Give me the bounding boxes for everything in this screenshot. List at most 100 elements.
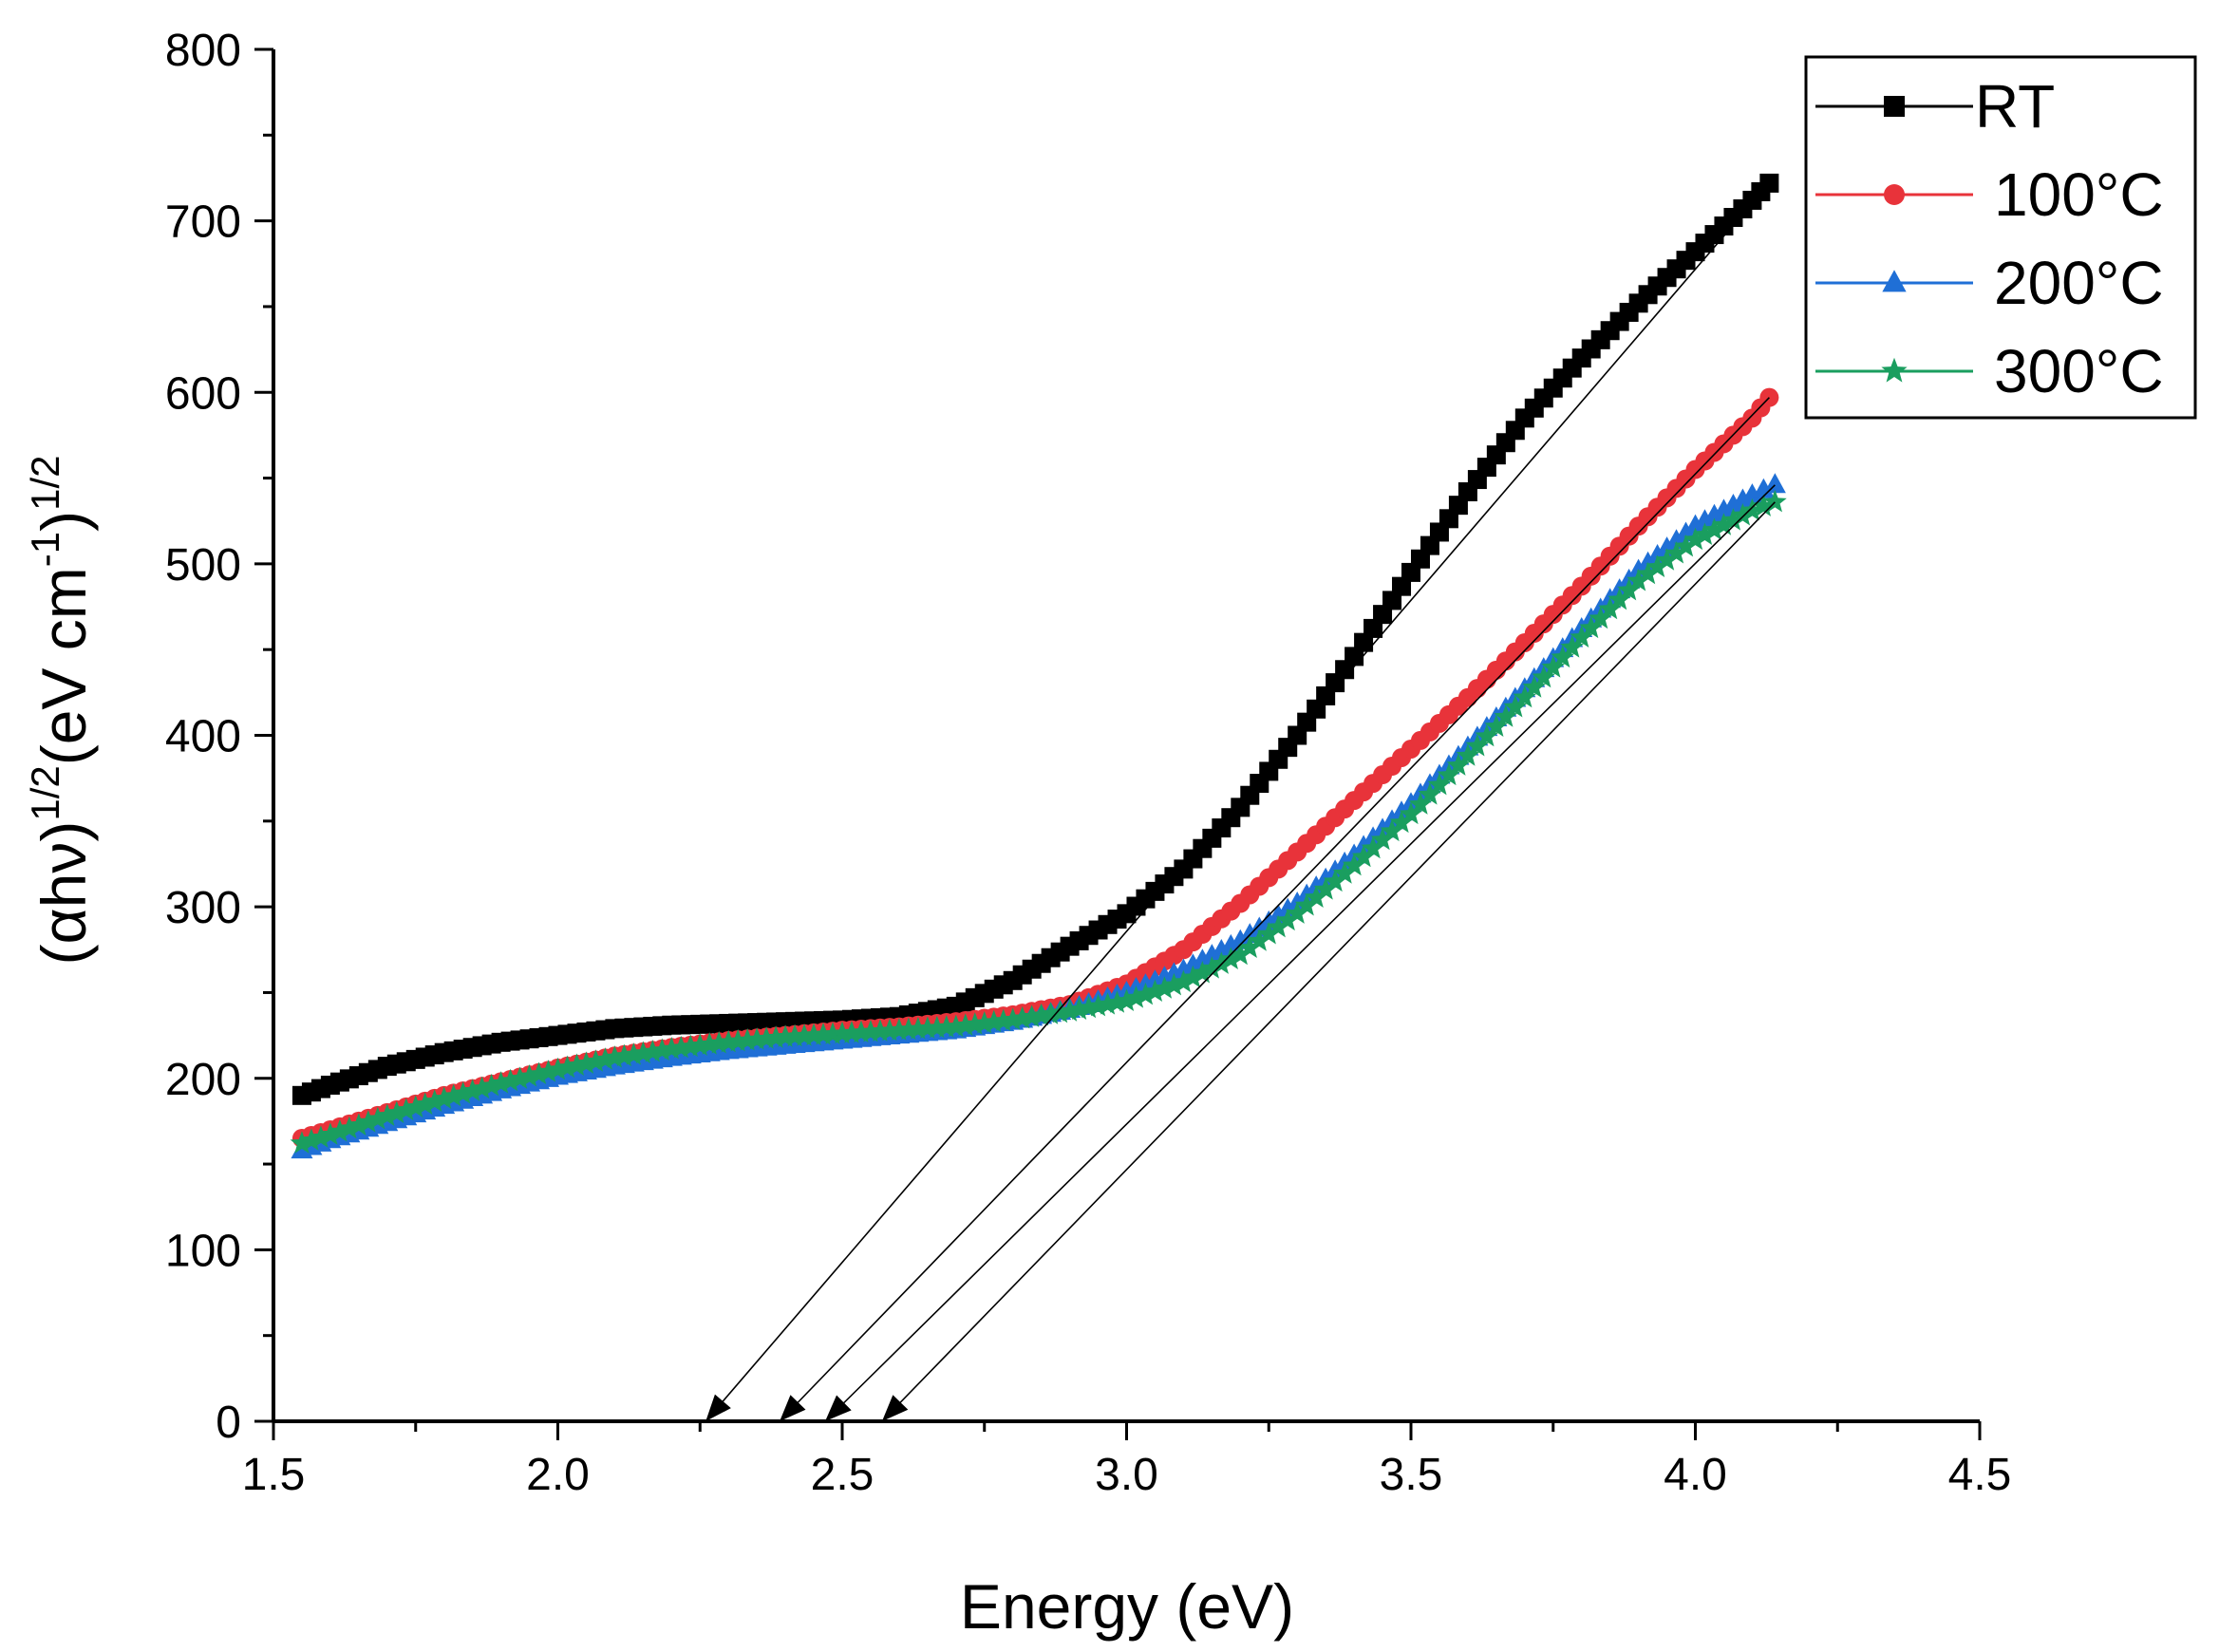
data-point [1664, 541, 1688, 564]
data-point [1636, 561, 1660, 585]
data-point [963, 1012, 987, 1035]
legend-item: 300°C [1815, 337, 2164, 405]
data-point [1332, 861, 1357, 884]
data-point [1513, 685, 1537, 708]
data-point [820, 1022, 845, 1044]
legend-label: RT [1975, 72, 2055, 141]
y-tick-label: 300 [165, 883, 241, 933]
data-point [1275, 908, 1300, 931]
data-point [1323, 869, 1347, 892]
data-point [1427, 772, 1452, 796]
data-point [536, 1060, 560, 1082]
data-point [1645, 554, 1669, 578]
x-axis-title: Energy (eV) [960, 1571, 1294, 1642]
data-point [678, 1034, 703, 1058]
data-point [1560, 635, 1585, 658]
x-tick-label: 2.5 [811, 1450, 874, 1500]
data-point [659, 1037, 684, 1060]
data-point [1237, 935, 1262, 958]
data-point [527, 1061, 551, 1085]
legend-item: RT [1815, 72, 2055, 141]
data-point [489, 1071, 513, 1094]
data-point [593, 1047, 617, 1070]
data-point [1361, 835, 1385, 859]
data-point [1617, 577, 1641, 601]
data-point [1589, 606, 1613, 629]
data-point [1029, 1003, 1054, 1026]
data-point [953, 1013, 978, 1036]
tangent-arrowhead [705, 1394, 731, 1421]
data-point [906, 1016, 931, 1040]
data-point [1541, 655, 1566, 678]
data-point [603, 1045, 627, 1068]
data-point [1181, 965, 1205, 988]
legend-label: 300°C [1994, 337, 2164, 405]
data-point [773, 1024, 798, 1047]
data-point [1304, 885, 1328, 909]
data-point [612, 1043, 636, 1067]
data-point [1285, 901, 1309, 924]
data-point [925, 1015, 950, 1039]
data-point [1721, 493, 1744, 514]
data-point [1475, 723, 1499, 747]
tangent-line [705, 182, 1770, 1422]
y-tick-label: 700 [165, 197, 241, 248]
series-line [301, 483, 1777, 1153]
data-point [1408, 792, 1433, 815]
data-point [1740, 483, 1763, 504]
y-axis-title-part: (αhν) [28, 821, 99, 966]
data-point [356, 1110, 381, 1133]
tangent-lines [705, 182, 1776, 1422]
data-point [1484, 714, 1509, 737]
data-point [1712, 498, 1735, 519]
data-point [744, 1027, 769, 1050]
data-point [1752, 494, 1776, 516]
data-point [318, 1122, 343, 1145]
tangent-line [881, 501, 1776, 1422]
data-point [1446, 753, 1471, 776]
data-point [716, 1029, 741, 1053]
data-point [1143, 979, 1167, 1003]
data-point [1191, 960, 1214, 984]
data-point [1020, 1004, 1044, 1027]
data-point [1762, 489, 1787, 513]
data-point [1763, 473, 1786, 494]
data-point [517, 1063, 541, 1087]
data-point [366, 1106, 390, 1130]
data-point [849, 1020, 874, 1043]
data-point [754, 1026, 779, 1049]
data-point [1096, 992, 1119, 1015]
data-point [1731, 502, 1755, 526]
data-point [508, 1066, 532, 1089]
data-point [1058, 999, 1081, 1022]
y-tick-label: 0 [216, 1398, 241, 1448]
data-point [1153, 976, 1176, 999]
x-ticks: 1.5 2.0 2.5 3.0 3.5 4.0 4.5 [242, 1421, 2011, 1500]
x-tick-label: 3.0 [1095, 1450, 1158, 1500]
tangent-arrowhead [780, 1395, 806, 1421]
legend-item: 100°C [1815, 160, 2164, 229]
data-point [1247, 929, 1271, 951]
y-tick-label: 500 [165, 540, 241, 591]
data-point [1532, 665, 1556, 688]
tangent-arrowhead [825, 1395, 852, 1421]
data-point [668, 1035, 693, 1059]
data-point [1313, 877, 1338, 900]
legend-items: RT 100°C 200°C 300°C [1815, 72, 2164, 405]
data-point [697, 1032, 722, 1055]
data-point [451, 1081, 476, 1104]
data-point [1456, 743, 1480, 766]
data-point [1731, 488, 1754, 509]
data-point [1266, 914, 1290, 938]
data-point [337, 1116, 362, 1139]
tangent-arrowhead [881, 1395, 909, 1421]
data-point [1693, 522, 1717, 545]
data-point [887, 1018, 912, 1041]
axes-layer: 1.5 2.0 2.5 3.0 3.5 4.0 4.5 0 100 200 300 400 500 60… [165, 26, 2011, 1500]
data-point [347, 1113, 371, 1136]
data-point [1001, 1007, 1025, 1030]
legend-frame [1804, 55, 2197, 420]
data-point [1039, 1002, 1062, 1024]
data-point [498, 1068, 522, 1092]
data-point [1627, 568, 1650, 591]
